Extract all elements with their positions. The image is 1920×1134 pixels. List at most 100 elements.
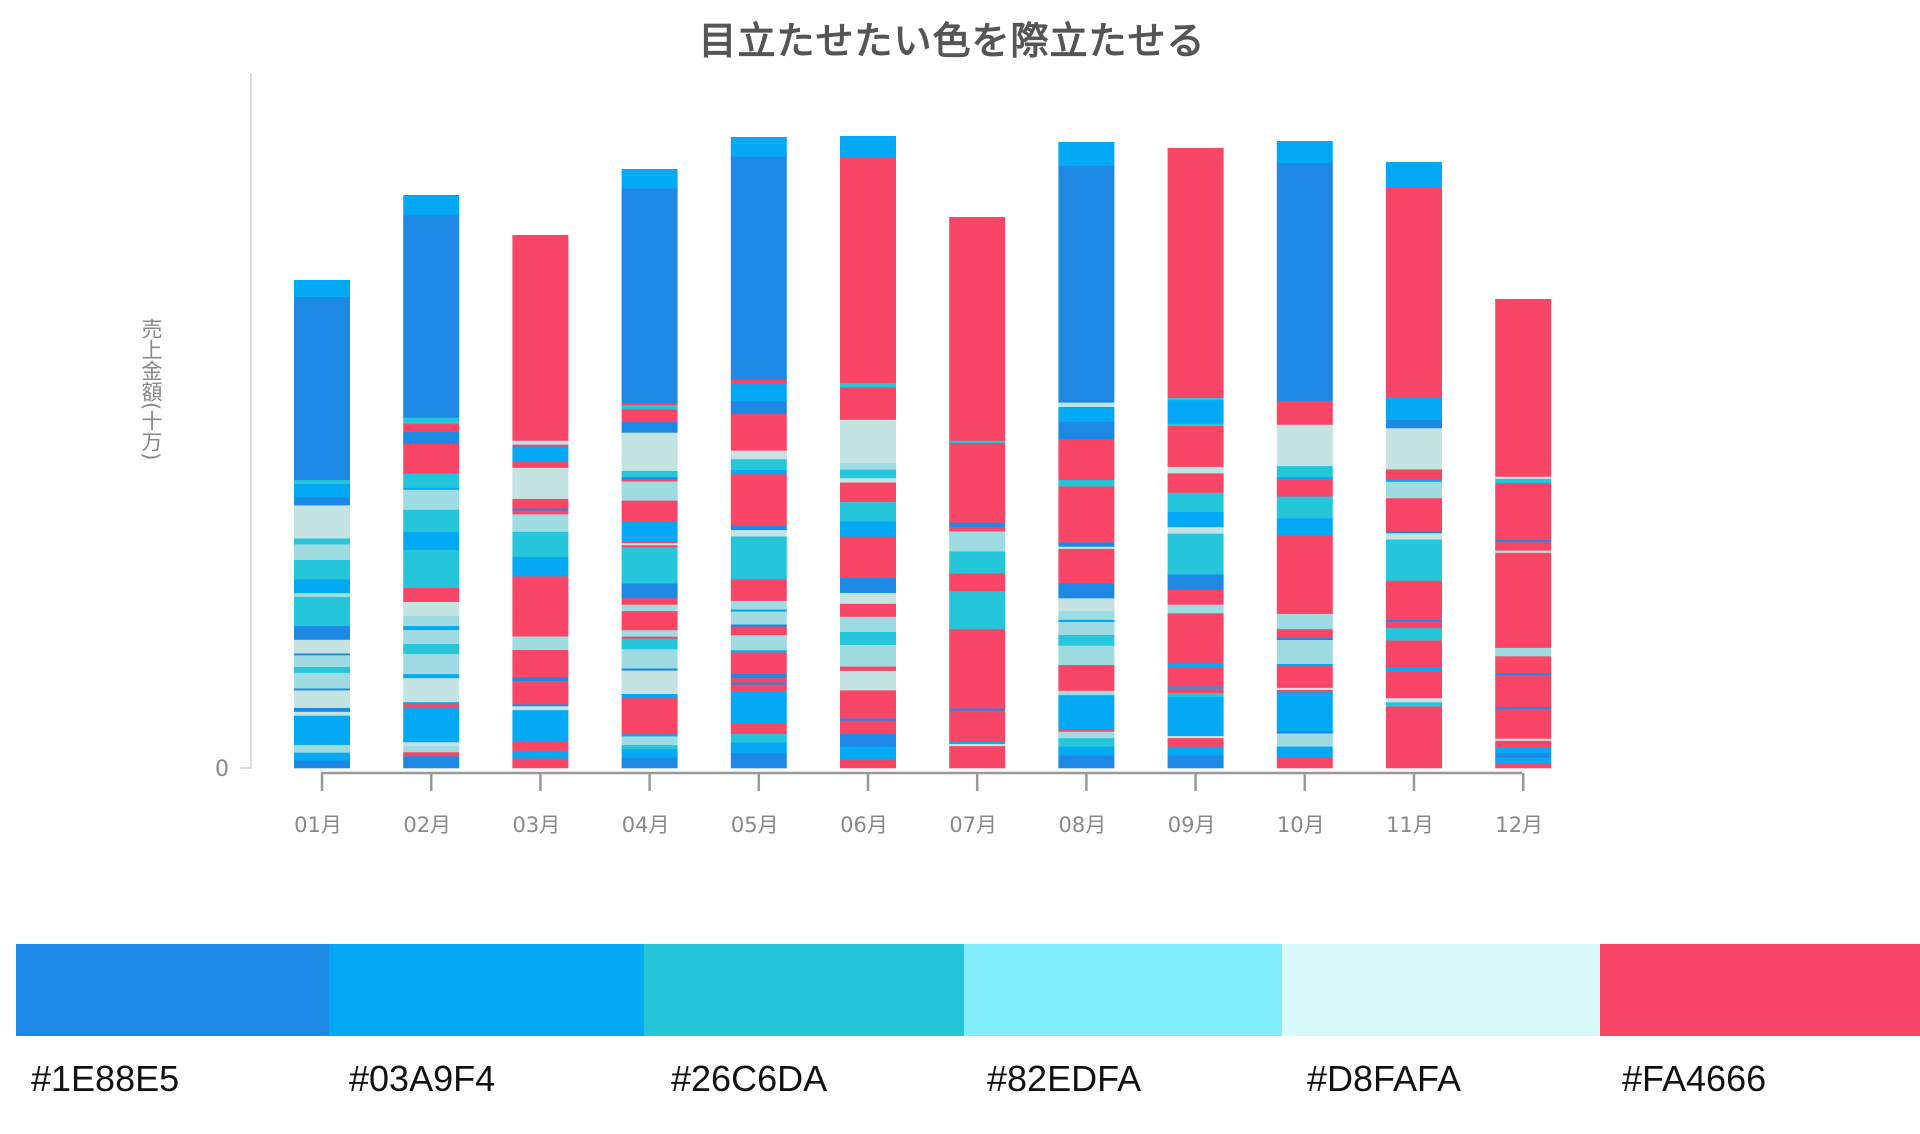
bar-segment xyxy=(621,432,678,471)
bar-segment xyxy=(512,649,569,660)
bar-segment xyxy=(1276,689,1333,693)
bar-segment xyxy=(512,705,569,711)
bar-segment xyxy=(1167,688,1224,693)
bar-segment xyxy=(512,446,569,463)
bar-segment xyxy=(403,755,460,769)
bar-segment xyxy=(403,443,460,474)
bar-segment xyxy=(294,666,350,673)
bar-segment xyxy=(1058,142,1115,166)
y-tick-label: 0 xyxy=(215,757,229,782)
bar-07月 xyxy=(949,217,1006,769)
bar-segment xyxy=(730,413,787,451)
bar-segment xyxy=(1495,647,1552,657)
bar-segment xyxy=(949,526,1006,532)
bar-segment xyxy=(294,715,350,745)
bar-segment xyxy=(1495,550,1552,553)
bar-segment xyxy=(1276,465,1333,477)
bar-segment xyxy=(1058,546,1115,549)
bar-segment xyxy=(840,644,896,667)
bar-segment xyxy=(621,476,678,480)
bar-segment xyxy=(512,531,569,558)
palette-swatch xyxy=(1600,944,1920,1036)
bar-segment xyxy=(730,383,787,402)
bar-segment xyxy=(403,489,460,510)
bar-segment xyxy=(294,579,350,594)
bar-segment xyxy=(1167,423,1224,427)
bar-segment xyxy=(840,666,896,671)
bar-segment xyxy=(294,625,350,640)
bar-segment xyxy=(403,745,460,753)
bar-segment xyxy=(840,382,896,388)
bar-segment xyxy=(840,462,896,470)
bar-segment xyxy=(621,521,678,542)
bar-segment xyxy=(1386,186,1442,398)
bar-segment xyxy=(1276,424,1333,467)
bar-segment xyxy=(1276,665,1333,688)
bar-segment xyxy=(1386,419,1442,429)
bar-segment xyxy=(1276,639,1333,664)
bar-segment xyxy=(949,683,1006,709)
bar-segment xyxy=(1386,481,1442,499)
palette-label: #82EDFA xyxy=(987,1058,1142,1099)
bar-segment xyxy=(294,592,350,597)
bar-segment xyxy=(949,628,1006,658)
bar-segment xyxy=(294,296,350,481)
bar-segment xyxy=(1167,686,1224,689)
bar-segment xyxy=(621,169,678,189)
bar-segment xyxy=(294,497,350,506)
bar-segment xyxy=(1058,690,1115,696)
bar-segment xyxy=(1167,473,1224,478)
bar-segment xyxy=(621,481,678,501)
bar-segment xyxy=(840,482,896,485)
bar-segment xyxy=(949,573,1006,592)
bar-segment xyxy=(1386,580,1442,606)
bar-segment xyxy=(1276,691,1333,732)
bar-segment xyxy=(1167,148,1224,399)
bar-segment xyxy=(1495,541,1552,551)
palette-label: #D8FAFA xyxy=(1307,1058,1462,1099)
bar-segment xyxy=(403,601,460,617)
bar-segment xyxy=(403,751,460,757)
bar-segment xyxy=(1495,753,1552,758)
bar-segment xyxy=(1167,662,1224,668)
bar-segment xyxy=(1058,548,1115,584)
x-tick-label: 02月 xyxy=(403,813,451,837)
bar-segment xyxy=(512,498,569,509)
bar-segment xyxy=(1167,746,1224,756)
bar-segment xyxy=(621,604,678,612)
bar-segment xyxy=(1276,628,1333,638)
bar-segment xyxy=(294,505,350,539)
bar-segment xyxy=(949,217,1006,441)
bar-segment xyxy=(1276,613,1333,630)
bar-segment xyxy=(1276,478,1333,497)
bar-segment xyxy=(840,759,896,769)
bar-segment xyxy=(294,752,350,761)
bar-segment xyxy=(840,469,896,479)
bar-segment xyxy=(621,421,678,433)
bar-segment xyxy=(621,404,678,410)
bar-segment xyxy=(730,450,787,460)
bar-segment xyxy=(621,610,678,620)
bar-11月 xyxy=(1386,162,1442,769)
bar-segment xyxy=(1495,482,1552,541)
bar-segment xyxy=(1058,634,1115,646)
bar-segment xyxy=(512,676,569,682)
bar-segment xyxy=(621,649,678,669)
bar-segment xyxy=(1495,299,1552,477)
bar-segment xyxy=(949,531,1006,552)
bar-segment xyxy=(1386,619,1442,622)
bar-segment xyxy=(403,587,460,603)
bar-segment xyxy=(1058,755,1115,769)
x-tick-label: 01月 xyxy=(294,813,342,837)
bar-segment xyxy=(1167,466,1224,474)
bar-segment xyxy=(730,752,787,769)
bar-segment xyxy=(1276,746,1333,758)
x-tick-label: 11月 xyxy=(1386,813,1434,837)
palette-label: #FA4666 xyxy=(1622,1058,1767,1099)
bar-segment xyxy=(840,718,896,721)
bar-segment xyxy=(621,598,678,605)
bar-segment xyxy=(1167,692,1224,698)
bar-segment xyxy=(1167,666,1224,687)
bar-segment xyxy=(512,704,569,707)
bar-segment xyxy=(512,659,569,678)
